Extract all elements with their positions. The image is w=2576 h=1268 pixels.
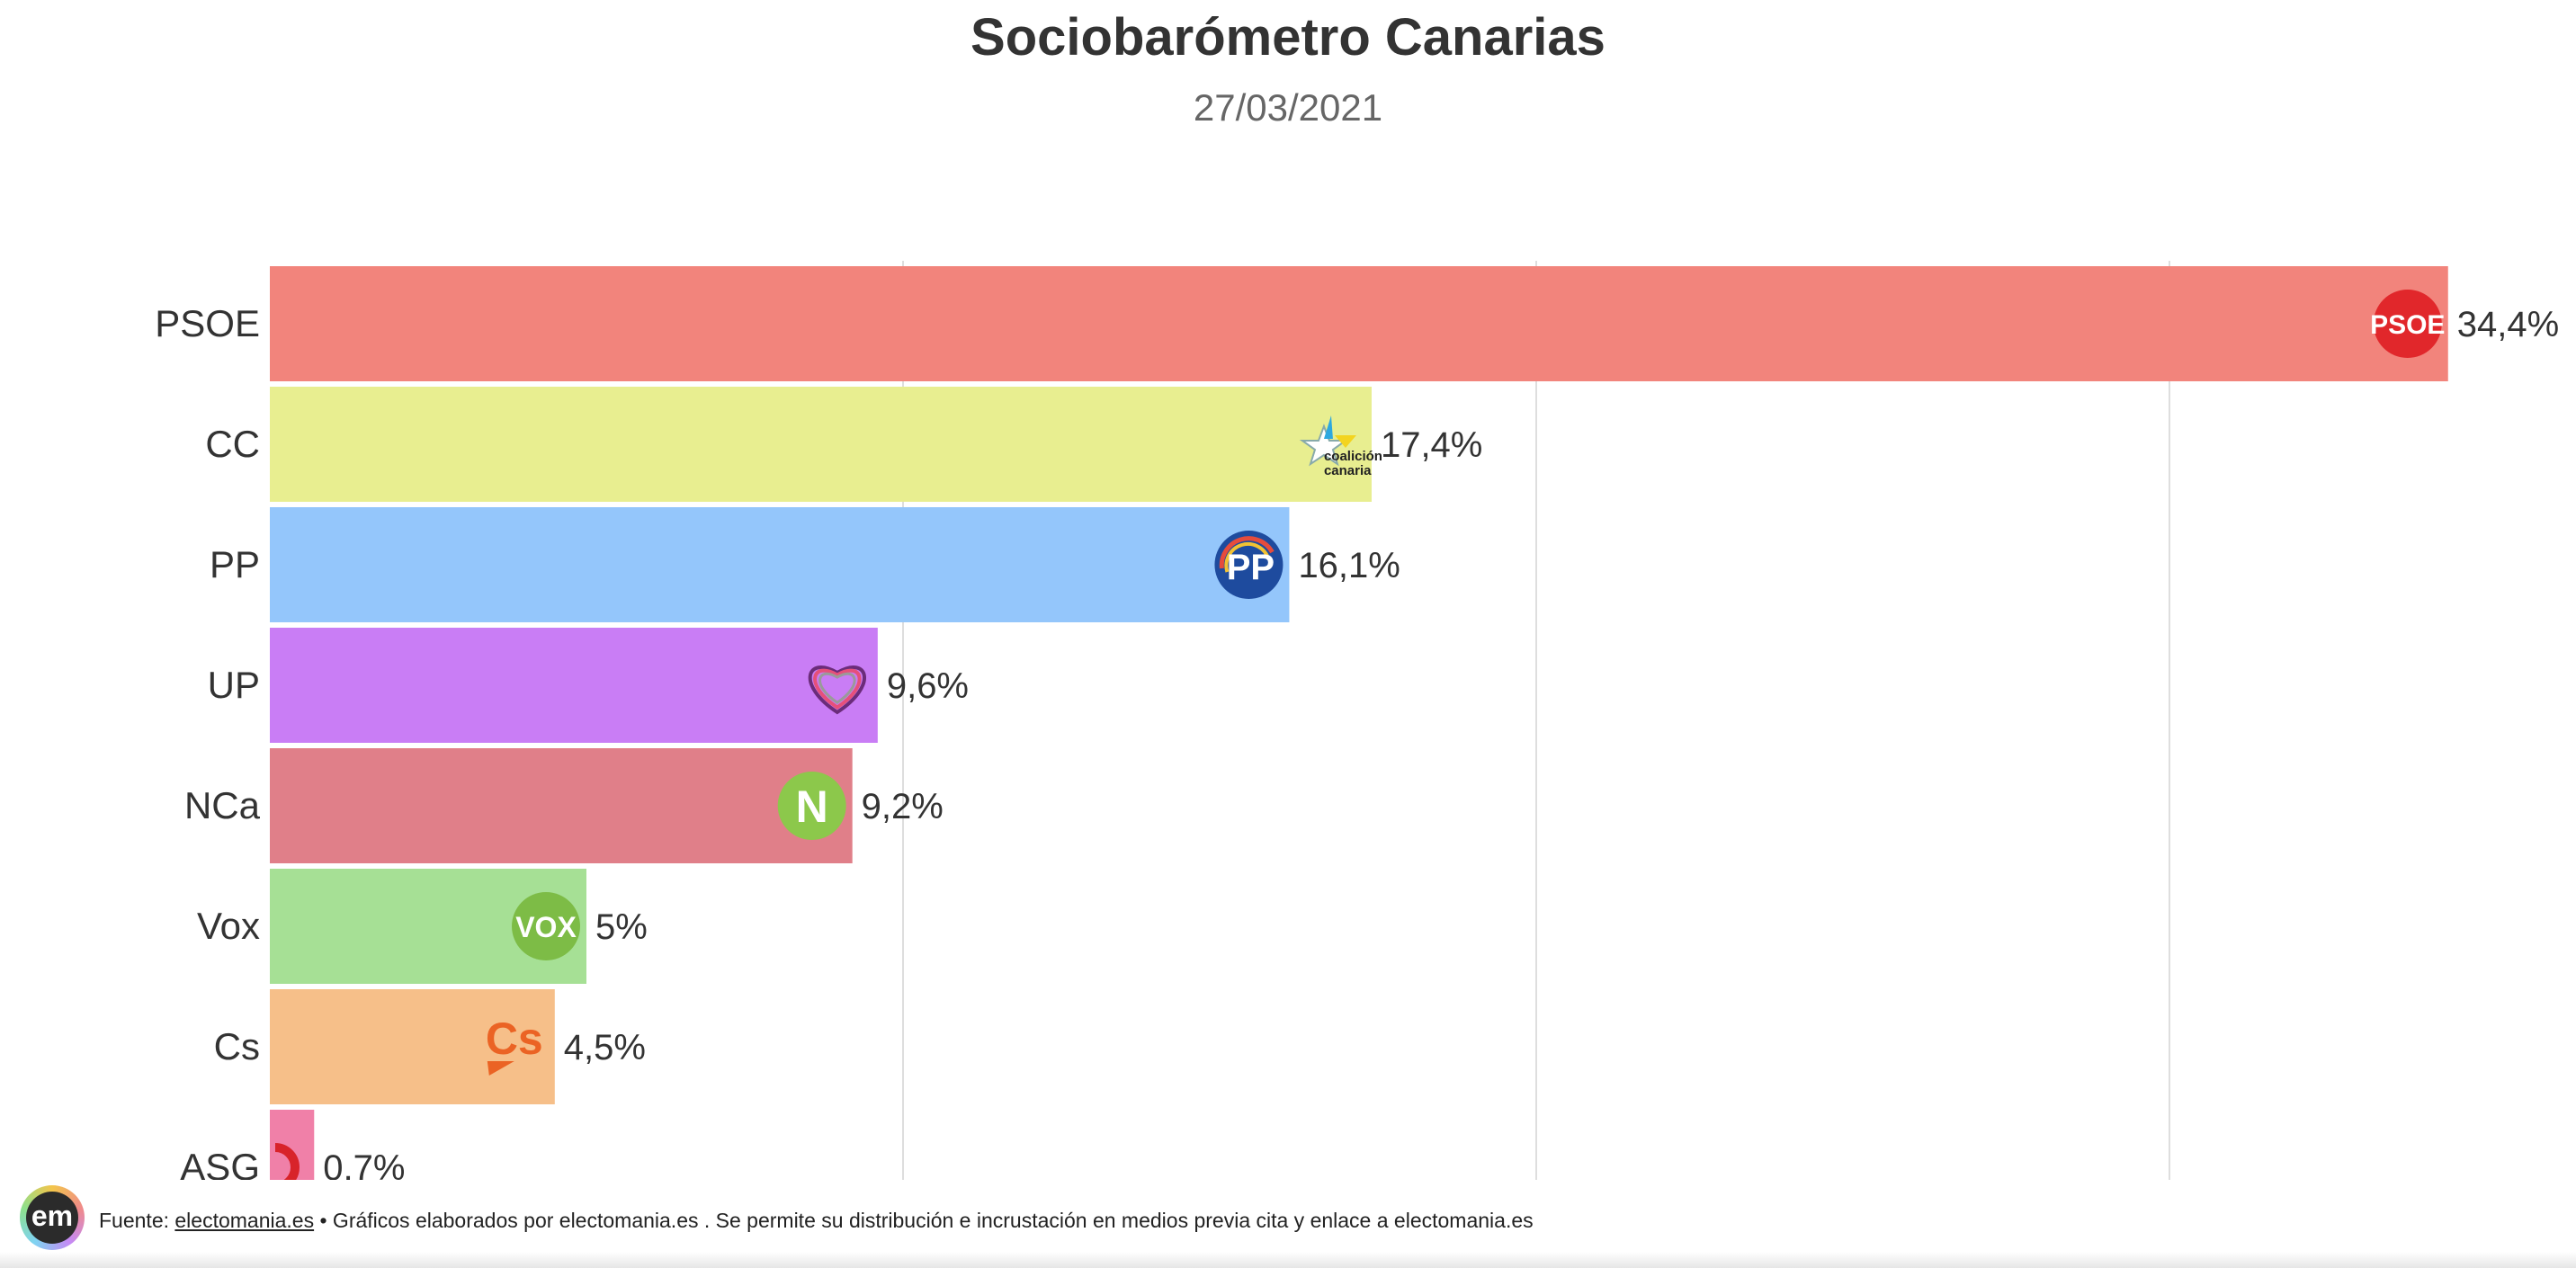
cc-star-shape: [1299, 424, 1349, 467]
pp-arc-red: [1219, 536, 1275, 569]
category-label-cs: Cs: [214, 1025, 260, 1067]
psoe-logo: PSOE: [2370, 290, 2445, 358]
category-label-up: UP: [208, 664, 260, 706]
bar-cs: [270, 989, 555, 1104]
footer-credits: Fuente: electomania.es • Gráficos elabor…: [99, 1209, 1534, 1233]
bar-cc: [270, 387, 1372, 502]
category-label-psoe: PSOE: [155, 302, 260, 344]
up-heart-outer: [808, 665, 866, 715]
nca-logo-circle: [777, 772, 846, 840]
bar-psoe: [270, 266, 2448, 381]
pp-logo-text: PP: [1227, 548, 1275, 587]
pp-arc-yellow: [1224, 541, 1271, 573]
bar-pp: [270, 507, 1290, 622]
cs-logo: Cs: [486, 1014, 543, 1076]
cc-accent-shape: [1323, 415, 1333, 439]
cs-logo-tail: [487, 1061, 514, 1076]
cs-logo-text: Cs: [486, 1014, 543, 1064]
category-label-vox: Vox: [197, 905, 260, 947]
vox-logo: VOX: [512, 892, 580, 960]
pp-logo: PP: [1214, 531, 1284, 599]
value-label-nca: 9,2%: [862, 787, 944, 826]
nca-logo: N: [777, 772, 846, 840]
electomania-logo-text: em: [26, 1192, 78, 1244]
value-label-up: 9,6%: [887, 666, 969, 706]
footer-prefix: Fuente:: [99, 1209, 175, 1232]
vox-logo-text: VOX: [515, 911, 577, 943]
pp-logo-circle: [1214, 531, 1284, 599]
chart-subtitle: 27/03/2021: [1193, 86, 1383, 129]
category-label-nca: NCa: [184, 784, 261, 826]
category-label-cc: CC: [205, 423, 260, 465]
electomania-logo[interactable]: em: [20, 1185, 85, 1250]
asg-logo-arc: [274, 1143, 300, 1180]
value-label-cs: 4,5%: [564, 1028, 646, 1067]
psoe-logo-circle: [2373, 290, 2442, 358]
footer-shadow: [0, 1252, 2576, 1268]
footer: [0, 1185, 2576, 1268]
up-heart-middle: [813, 668, 862, 710]
cc-logo-line1: coalición: [1324, 449, 1382, 464]
footer-note: • Gráficos elaborados por electomania.es…: [314, 1209, 1534, 1232]
vox-logo-circle: [512, 892, 580, 960]
category-label-asg: ASG: [180, 1146, 260, 1185]
value-label-psoe: 34,4%: [2457, 305, 2559, 344]
psoe-logo-text: PSOE: [2370, 310, 2445, 340]
nca-logo-text: N: [796, 781, 828, 832]
bar-nca: [270, 748, 853, 863]
value-label-asg: 0,7%: [323, 1148, 405, 1185]
up-heart-inner: [818, 672, 856, 704]
bar-up: [270, 628, 878, 743]
value-label-pp: 16,1%: [1298, 546, 1400, 585]
value-label-vox: 5%: [595, 907, 648, 947]
chart-title: Sociobarómetro Canarias: [970, 8, 1606, 67]
cc-logo-line2: canaria: [1324, 463, 1372, 478]
cc-yellow-shape: [1334, 435, 1356, 448]
value-label-cc: 17,4%: [1381, 425, 1482, 465]
category-label-pp: PP: [210, 543, 260, 585]
asg-logo: [274, 1143, 300, 1180]
up-heart-logo: [808, 665, 866, 715]
source-link[interactable]: electomania.es: [174, 1209, 315, 1232]
